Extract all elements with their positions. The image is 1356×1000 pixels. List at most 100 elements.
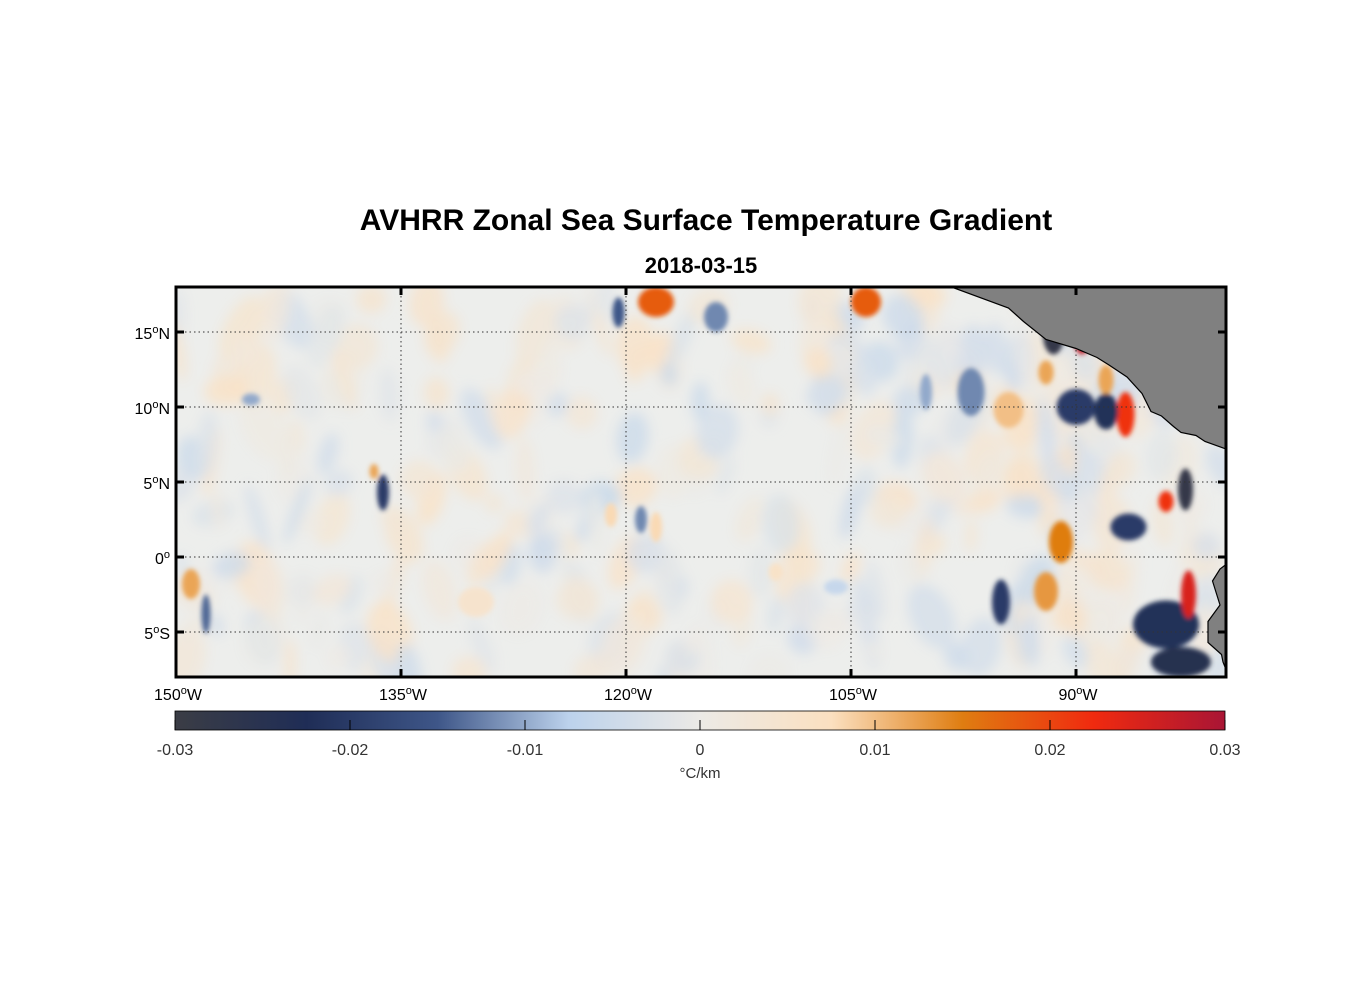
gradient-texture-blob xyxy=(211,488,224,530)
gradient-texture-blob xyxy=(892,384,929,416)
gradient-texture-blob xyxy=(1062,636,1089,669)
gradient-texture-blob xyxy=(804,347,833,379)
gradient-texture-blob xyxy=(218,295,261,359)
gradient-texture-blob xyxy=(829,423,846,488)
gradient-texture-blob xyxy=(285,574,318,607)
gradient-texture-blob xyxy=(312,573,352,606)
gradient-texture-blob xyxy=(716,456,735,495)
negative-gradient-feature xyxy=(824,579,848,595)
gradient-texture-blob xyxy=(466,540,499,586)
gradient-texture-blob xyxy=(587,489,606,558)
gradient-texture-blob xyxy=(657,445,689,499)
gradient-texture-blob xyxy=(964,517,978,554)
gradient-texture-blob xyxy=(436,426,472,473)
gradient-texture-blob xyxy=(851,577,873,611)
gradient-texture-blob xyxy=(922,304,941,334)
positive-gradient-feature xyxy=(650,512,662,542)
lat-tick-label: 0o xyxy=(155,549,170,568)
colorbar: -0.03 -0.02 -0.01 0 0.01 0.02 0.03 °C/km xyxy=(157,710,1241,782)
map-gridlines xyxy=(176,287,1226,677)
map-subtitle: 2018-03-15 xyxy=(644,253,758,278)
positive-gradient-feature xyxy=(182,569,200,599)
gradient-texture-blob xyxy=(1107,450,1137,485)
gradient-texture-blob xyxy=(624,343,651,383)
gradient-texture-blob xyxy=(484,493,504,514)
gradient-texture-blob xyxy=(395,643,423,677)
positive-gradient-feature xyxy=(1158,491,1174,512)
gradient-texture-blob xyxy=(264,287,291,342)
gradient-texture-blob xyxy=(614,467,658,507)
colorbar-tick-label: -0.01 xyxy=(507,742,544,759)
gradient-texture-blob xyxy=(283,477,312,545)
gradient-texture-blob xyxy=(1012,328,1037,391)
negative-gradient-feature xyxy=(1133,600,1199,649)
land-mask xyxy=(951,287,1226,677)
gradient-texture-blob xyxy=(600,613,647,677)
negative-gradient-feature xyxy=(1094,393,1118,430)
gradient-texture-blob xyxy=(655,547,684,616)
gradient-texture-blob xyxy=(1051,600,1087,635)
gradient-texture-blob xyxy=(767,595,784,633)
gradient-texture-blob xyxy=(310,614,326,649)
gradient-texture-blob xyxy=(1205,444,1226,488)
gradient-texture-blob xyxy=(378,367,399,423)
gradient-texture-blob xyxy=(691,381,710,421)
gradient-texture-blob xyxy=(932,533,946,556)
gradient-texture-blob xyxy=(1193,532,1221,560)
gradient-texture-blob xyxy=(937,324,964,366)
gradient-texture-blob xyxy=(527,534,556,573)
positive-gradient-feature xyxy=(1038,360,1054,385)
gradient-texture-blob xyxy=(865,640,882,662)
gradient-texture-blob xyxy=(424,377,450,410)
gradient-texture-blob xyxy=(421,559,458,621)
gradient-texture-blob xyxy=(555,303,592,340)
gradient-texture-blob xyxy=(331,346,357,411)
gradient-texture-blob xyxy=(336,323,378,370)
gradient-texture-blob xyxy=(730,329,772,354)
gradient-texture-blob xyxy=(317,432,339,475)
gradient-texture-blob xyxy=(727,361,755,407)
colorbar-tick-label: 0.02 xyxy=(1034,742,1065,759)
negative-gradient-feature xyxy=(1110,513,1147,541)
gradient-texture-blob xyxy=(282,365,322,420)
gradient-texture-blob xyxy=(1204,632,1226,677)
colorbar-tick-label: -0.02 xyxy=(332,742,369,759)
gradient-texture-blob xyxy=(460,388,503,450)
gradient-texture-blob xyxy=(616,412,649,463)
gradient-texture-blob xyxy=(426,410,442,433)
positive-gradient-feature xyxy=(1098,365,1114,395)
negative-gradient-feature xyxy=(992,579,1010,625)
negative-gradient-feature xyxy=(612,297,625,328)
gradient-texture-blob xyxy=(513,370,554,398)
gradient-texture-blob xyxy=(242,612,287,666)
lat-tick-label: 5oS xyxy=(144,624,170,643)
gradient-texture-blob xyxy=(869,492,907,528)
colorbar-ticks: -0.03 -0.02 -0.01 0 0.01 0.02 0.03 xyxy=(157,720,1241,759)
gradient-texture-blob xyxy=(314,492,351,546)
positive-gradient-feature xyxy=(1116,392,1135,437)
gradient-texture-blob xyxy=(379,504,410,530)
positive-gradient-feature xyxy=(993,392,1024,428)
gradient-texture-blob xyxy=(468,618,496,674)
negative-gradient-feature xyxy=(377,474,389,511)
positive-gradient-feature xyxy=(851,287,881,317)
gradient-texture-blob xyxy=(1083,640,1124,677)
map-axis-ticks xyxy=(174,287,1226,677)
positive-gradient-feature xyxy=(458,587,494,617)
gradient-texture-blob xyxy=(1024,611,1040,667)
land-central-america xyxy=(951,287,1226,450)
gradient-texture-blob xyxy=(253,558,287,619)
positive-gradient-feature xyxy=(1049,521,1073,563)
positive-gradient-feature xyxy=(1181,570,1196,619)
gradient-texture-blob xyxy=(865,561,886,620)
lat-tick-label: 5oN xyxy=(143,474,170,493)
latitude-labels: 15oN 10oN 5oN 0o 5oS xyxy=(135,324,170,643)
gradient-texture-blob xyxy=(486,386,506,436)
gradient-texture-blob xyxy=(679,453,717,478)
gradient-texture-blob xyxy=(798,287,842,329)
gradient-texture-blob xyxy=(546,480,583,515)
negative-gradient-feature xyxy=(242,393,260,406)
map-title: AVHRR Zonal Sea Surface Temperature Grad… xyxy=(359,204,1053,237)
gradient-texture-blob xyxy=(735,496,765,543)
